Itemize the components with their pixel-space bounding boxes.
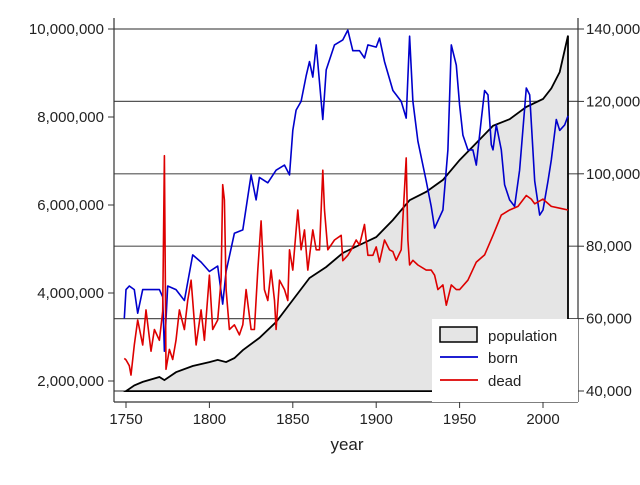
x-tick-label: 1750 <box>109 411 142 428</box>
legend: population born dead <box>432 319 578 402</box>
legend-label-dead: dead <box>488 373 521 390</box>
right-tick-label: 80,000 <box>586 238 632 255</box>
legend-label-population: population <box>488 328 557 345</box>
legend-label-born: born <box>488 350 518 367</box>
born-line <box>123 29 569 353</box>
right-tick-label: 40,000 <box>586 383 632 400</box>
x-axis-label: year <box>330 435 363 454</box>
tick-labels: 40,000 60,000 80,000 100,000 120,000 140,000 2… <box>29 21 640 428</box>
right-tick-label: 120,000 <box>586 93 640 110</box>
left-tick-label: 8,000,000 <box>37 109 104 126</box>
right-tick-label: 100,000 <box>586 166 640 183</box>
right-tick-label: 140,000 <box>586 21 640 38</box>
x-tick-label: 1900 <box>360 411 393 428</box>
left-tick-label: 4,000,000 <box>37 285 104 302</box>
x-tick-label: 1850 <box>276 411 309 428</box>
x-tick-label: 1800 <box>193 411 226 428</box>
legend-swatch-population <box>439 326 478 343</box>
dead-line <box>123 154 569 376</box>
left-tick-label: 10,000,000 <box>29 21 104 38</box>
x-tick-label: 2000 <box>526 411 559 428</box>
left-tick-label: 6,000,000 <box>37 197 104 214</box>
series-lines <box>123 29 569 376</box>
right-tick-label: 60,000 <box>586 311 632 328</box>
left-tick-label: 2,000,000 <box>37 373 104 390</box>
x-tick-label: 1950 <box>443 411 476 428</box>
